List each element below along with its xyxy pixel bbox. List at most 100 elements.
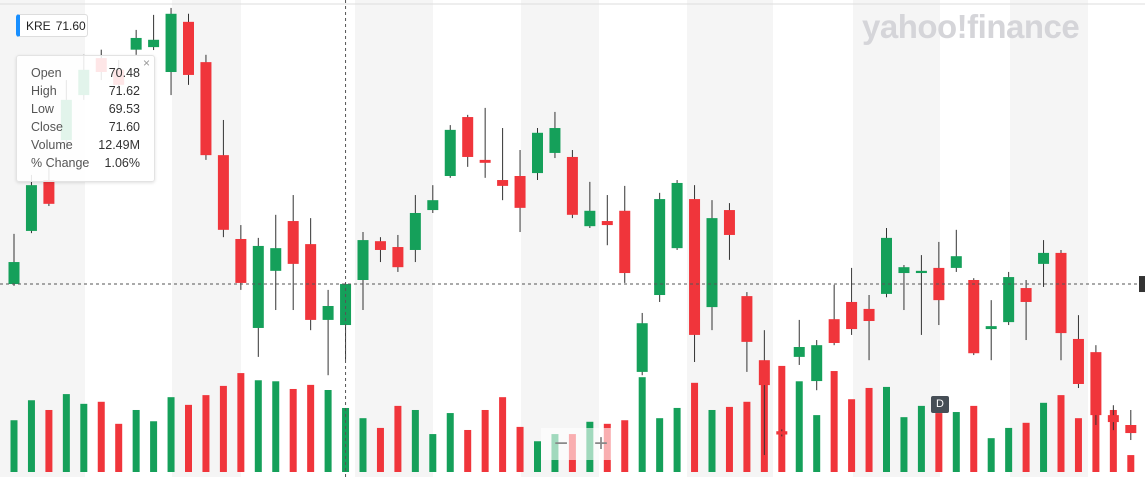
candle-body xyxy=(898,267,910,274)
candle-body xyxy=(811,345,823,382)
volume-bar xyxy=(900,417,908,472)
candle-body xyxy=(357,240,369,280)
candle-body xyxy=(689,199,701,335)
volume-bar xyxy=(1092,392,1100,472)
candle-body xyxy=(776,431,788,435)
volume-bar xyxy=(656,418,664,472)
tooltip-row: Volume 12.49M xyxy=(17,136,154,154)
volume-bar xyxy=(1057,395,1065,472)
candle-body xyxy=(252,245,264,328)
candle-body xyxy=(427,200,439,211)
volume-bar xyxy=(1022,422,1030,472)
tooltip-row: Open 70.48 xyxy=(17,64,154,82)
candle-body xyxy=(200,62,212,156)
tooltip-value: 70.48 xyxy=(108,66,140,80)
logo: yahoo!finance xyxy=(862,8,1080,45)
candle-body xyxy=(287,221,299,264)
tooltip-label: Close xyxy=(31,120,63,134)
candle-body xyxy=(270,248,282,271)
candle-body xyxy=(217,155,229,230)
candle-body xyxy=(1107,415,1119,423)
volume-bar xyxy=(987,438,995,472)
volume-bar xyxy=(621,420,629,472)
volume-bar xyxy=(411,409,419,472)
volume-bar xyxy=(254,380,262,472)
volume-bar xyxy=(115,423,123,472)
tooltip-row: High 71.62 xyxy=(17,82,154,100)
volume-bar xyxy=(185,404,192,472)
candle-body xyxy=(340,284,352,326)
candle-body xyxy=(1125,425,1137,434)
volume-bar xyxy=(202,395,210,472)
candle-body xyxy=(1055,252,1067,334)
candle-body xyxy=(793,347,805,357)
zoom-in[interactable]: + xyxy=(581,428,621,460)
volume-bar xyxy=(1109,409,1117,472)
candle-body xyxy=(130,37,142,50)
volume-bar xyxy=(1127,455,1135,472)
volume-bar xyxy=(848,399,856,472)
candle-body xyxy=(514,176,526,208)
candle-body xyxy=(671,182,683,249)
candle-body xyxy=(758,360,770,386)
candle-body xyxy=(305,244,317,320)
volume-bar xyxy=(743,401,751,472)
volume-bar xyxy=(499,397,507,472)
candle-body xyxy=(322,305,334,320)
candle-body xyxy=(968,279,980,354)
candle-body xyxy=(8,262,20,285)
tooltip-label: Open xyxy=(31,66,62,80)
ticker-label: KRE 71.60 xyxy=(16,14,88,37)
ticker-price: 71.60 xyxy=(55,19,86,33)
volume-bar xyxy=(27,400,35,472)
candle-body xyxy=(148,39,160,48)
volume-bar xyxy=(272,381,280,472)
candle-body xyxy=(1090,352,1102,416)
volume-bar xyxy=(830,371,838,472)
candle-layer xyxy=(8,7,1137,456)
band xyxy=(1010,0,1088,477)
band xyxy=(521,0,599,477)
volume-bar xyxy=(1040,402,1048,472)
volume-bar xyxy=(516,426,524,472)
volume-bar xyxy=(359,418,367,472)
volume-bar xyxy=(1005,427,1013,472)
candle-body xyxy=(863,308,875,322)
candle-body xyxy=(235,238,247,283)
tooltip-value: 69.53 xyxy=(108,102,140,116)
tooltip-close[interactable]: × xyxy=(142,56,150,70)
volume-bar xyxy=(324,390,332,472)
event-marker[interactable]: D xyxy=(931,396,949,413)
candle-body xyxy=(566,156,578,215)
candle-body xyxy=(915,270,927,274)
candle-body xyxy=(374,241,386,250)
volume-bar xyxy=(376,427,384,472)
volume-bar xyxy=(917,405,925,472)
tooltip-row: Low 69.53 xyxy=(17,100,154,118)
zoom-out[interactable]: − xyxy=(541,428,581,460)
volume-bar xyxy=(481,409,489,472)
tooltip-label: Volume xyxy=(31,138,73,152)
tooltip-label: Low xyxy=(31,102,54,116)
volume-bar xyxy=(237,373,245,472)
candle-body xyxy=(584,210,596,227)
tooltip-value: 12.49M xyxy=(98,138,140,152)
band xyxy=(687,0,773,477)
tooltip-row: % Change 1.06% xyxy=(17,154,154,172)
candle-body xyxy=(619,210,631,274)
candle-body xyxy=(497,180,509,186)
volume-bar xyxy=(813,415,821,472)
candle-body xyxy=(1072,338,1084,384)
band xyxy=(355,0,433,477)
volume-bar xyxy=(464,429,472,472)
candle-body xyxy=(444,129,456,177)
volume-bar xyxy=(62,394,70,472)
candle-body xyxy=(1020,288,1032,302)
candle-body xyxy=(479,159,491,163)
price-tag xyxy=(1139,276,1145,293)
volume-bar xyxy=(167,397,175,472)
candle-body xyxy=(950,256,962,268)
